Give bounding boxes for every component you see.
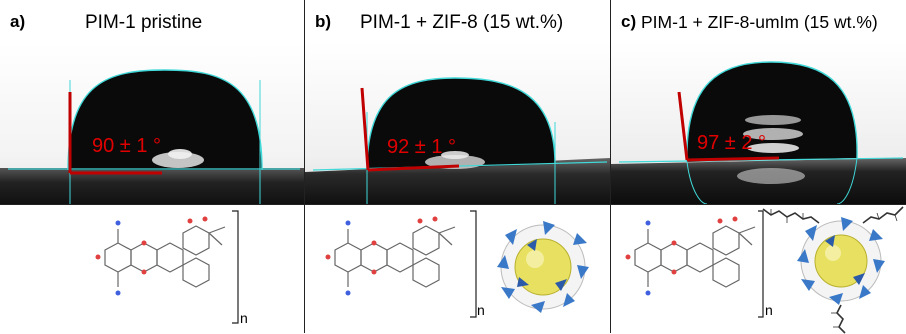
tangent-baseline <box>367 164 460 172</box>
droplet-fit-outline <box>686 61 858 163</box>
panel-b-droplet-photo <box>305 42 610 204</box>
droplet <box>686 62 858 162</box>
panel-a-title: PIM-1 pristine <box>85 12 203 33</box>
panel-a-repeat-subscript: n <box>240 310 248 326</box>
panel-c-title: PIM-1 + ZIF-8-umIm (15 wt.%) <box>641 12 878 32</box>
panel-b-letter: b) <box>315 12 332 31</box>
panel-b-repeat-subscript: n <box>477 302 485 318</box>
droplet-fit-outline <box>366 77 556 171</box>
panel-c-repeat-subscript: n <box>765 302 773 318</box>
panel-b-contact-angle: 92 ± 1 ° <box>387 136 457 158</box>
panel-c-structure <box>611 204 906 334</box>
panel-c-contact-angle: 97 ± 2 ° <box>697 132 767 154</box>
panel-a-letter: a) <box>10 12 26 31</box>
panel-c-letter: c) <box>621 12 637 31</box>
panel-a-header: a) PIM-1 pristine <box>0 0 304 42</box>
panel-b-title: PIM-1 + ZIF-8 (15 wt.%) <box>360 12 564 33</box>
panel-a-droplet-photo <box>0 42 304 204</box>
panel-a-contact-angle: 90 ± 1 ° <box>92 135 162 157</box>
droplet-fit-outline <box>67 69 263 171</box>
panel-c-droplet-photo <box>611 42 906 204</box>
panel-b-structure <box>305 204 610 333</box>
panel-b: b) PIM-1 + ZIF-8 (15 wt.%) <box>305 0 611 333</box>
panel-c: c) PIM-1 + ZIF-8-umIm (15 wt.%) <box>611 0 906 334</box>
zif-8-particle <box>497 221 589 313</box>
zif-8-umim-particle <box>762 206 904 334</box>
tangent-vertical <box>360 87 370 171</box>
tangent-vertical <box>677 91 689 161</box>
droplet <box>367 78 555 170</box>
panel-a: a) PIM-1 pristine <box>0 0 305 333</box>
panel-b-header: b) PIM-1 + ZIF-8 (15 wt.%) <box>305 0 610 42</box>
droplet <box>68 70 262 170</box>
panel-a-structure <box>0 204 304 333</box>
tangent-baseline <box>686 156 780 162</box>
panel-c-header: c) PIM-1 + ZIF-8-umIm (15 wt.%) <box>611 0 906 42</box>
